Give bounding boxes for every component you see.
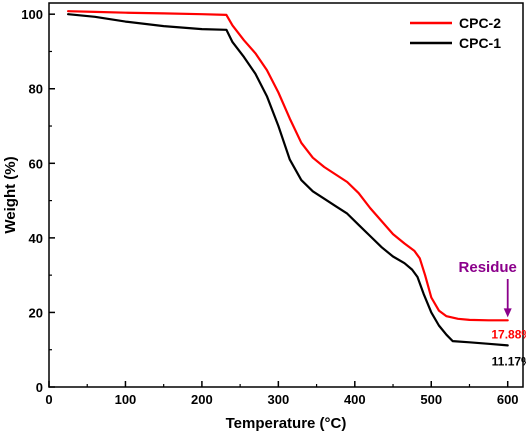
series-line-cpc-1 xyxy=(67,13,509,347)
x-tick-label: 600 xyxy=(497,392,519,407)
y-tick-label: 20 xyxy=(29,305,43,320)
x-tick-label: 300 xyxy=(268,392,290,407)
y-tick-label: 80 xyxy=(29,82,43,97)
legend-label-cpc-1: CPC-1 xyxy=(459,35,501,51)
x-tick-label: 100 xyxy=(115,392,137,407)
y-tick-label: 40 xyxy=(29,231,43,246)
legend-label-cpc-2: CPC-2 xyxy=(459,15,501,31)
residue-arrow-head xyxy=(503,308,512,318)
legend: CPC-2 CPC-1 xyxy=(410,15,501,51)
y-axis-label: Weight (%) xyxy=(2,156,19,233)
x-tick-label: 500 xyxy=(420,392,442,407)
y-tick-label: 60 xyxy=(29,156,43,171)
x-tick-label: 0 xyxy=(45,392,52,407)
y-tick-label: 0 xyxy=(36,380,43,395)
residue-value-cpc-2: 17.88% xyxy=(491,327,526,341)
series-line-cpc-2 xyxy=(67,10,509,322)
residue-value-cpc-1: 11.17% xyxy=(492,354,526,368)
x-tick-label: 400 xyxy=(344,392,366,407)
plot-frame xyxy=(48,2,524,388)
x-axis-label: Temperature (°C) xyxy=(226,415,347,432)
y-tick-label: 100 xyxy=(21,7,43,22)
residue-label: Residue xyxy=(459,259,517,276)
x-tick-label: 200 xyxy=(191,392,213,407)
